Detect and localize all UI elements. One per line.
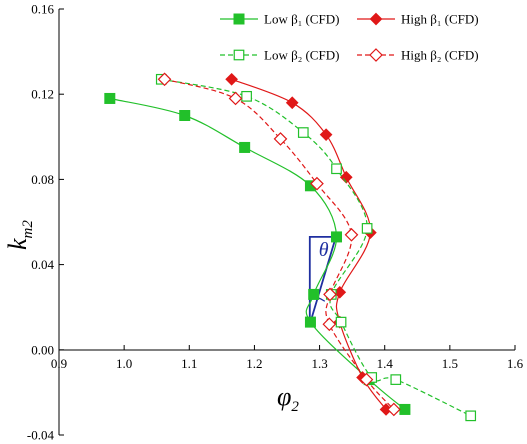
data-point (157, 72, 172, 87)
series-3 (157, 72, 401, 417)
data-point (344, 227, 359, 242)
legend-marker (233, 13, 245, 25)
x-tick-label: 1.4 (377, 356, 394, 371)
x-tick-label: 1.5 (442, 356, 458, 371)
data-point (285, 96, 299, 110)
data-point (399, 403, 411, 415)
legend-marker (369, 48, 383, 62)
theta-triangle (308, 235, 338, 325)
y-tick-label: 0.00 (31, 342, 54, 357)
data-point (310, 176, 324, 191)
y-tick-label: 0.08 (31, 172, 54, 187)
x-axis-title: φ2 (277, 382, 299, 415)
data-point (225, 72, 238, 86)
x-tick-label: 1.0 (116, 356, 132, 371)
legend-entry: Low β₂ (CFD) (220, 48, 339, 63)
data-point (228, 91, 243, 106)
y-axis-title: km2 (3, 220, 36, 250)
series-line (161, 78, 471, 417)
data-point (308, 288, 320, 300)
data-point (179, 110, 191, 121)
data-point (304, 316, 316, 328)
legend-label: Low β₂ (CFD) (264, 48, 339, 63)
data-point (335, 316, 347, 328)
data-point (322, 317, 337, 332)
data-point (297, 127, 309, 138)
data-point (359, 372, 374, 387)
data-point (386, 402, 401, 417)
x-tick-label: 0.9 (51, 356, 67, 371)
data-point (104, 92, 116, 104)
data-point (273, 132, 288, 146)
legend-label: High β₂ (CFD) (401, 48, 479, 63)
legend-entry: High β₂ (CFD) (357, 48, 479, 63)
series-line (164, 78, 395, 410)
theta-label: θ (319, 239, 329, 261)
data-point (390, 374, 402, 385)
axes: 0.9 1.0 1.1 1.2 1.3 1.4 1.5 1.6 -0.04 0.00 0.04 0.0… (27, 2, 524, 443)
data-point (323, 287, 337, 302)
data-point (239, 141, 251, 153)
x-tick-label: 1.6 (507, 356, 524, 371)
y-tick-label: -0.04 (27, 428, 55, 443)
series-layer (104, 72, 477, 422)
y-tick-label: 0.12 (31, 87, 54, 102)
legend-marker (369, 12, 383, 26)
x-tick-label: 1.3 (311, 356, 327, 371)
data-point (331, 231, 343, 243)
legend: Low β₁ (CFD) High β₁ (CFD) Low β₂ (CFD) Hig… (220, 12, 479, 63)
data-point (465, 410, 477, 422)
legend-label: Low β₁ (CFD) (264, 12, 339, 27)
data-point (339, 170, 353, 184)
y-tick-label: 0.04 (31, 257, 54, 272)
x-tick-label: 1.2 (246, 356, 262, 371)
data-point (331, 163, 342, 175)
theta-annotation: θ (308, 235, 338, 325)
legend-label: High β₁ (CFD) (401, 12, 479, 27)
legend-entry: High β₁ (CFD) (357, 12, 479, 27)
legend-entry: Low β₁ (CFD) (220, 12, 339, 27)
data-point (361, 223, 373, 234)
y-tick-label: 0.16 (31, 2, 54, 17)
legend-marker (233, 49, 245, 61)
data-point (241, 90, 252, 102)
data-point (319, 128, 333, 142)
x-tick-label: 1.1 (181, 356, 197, 371)
